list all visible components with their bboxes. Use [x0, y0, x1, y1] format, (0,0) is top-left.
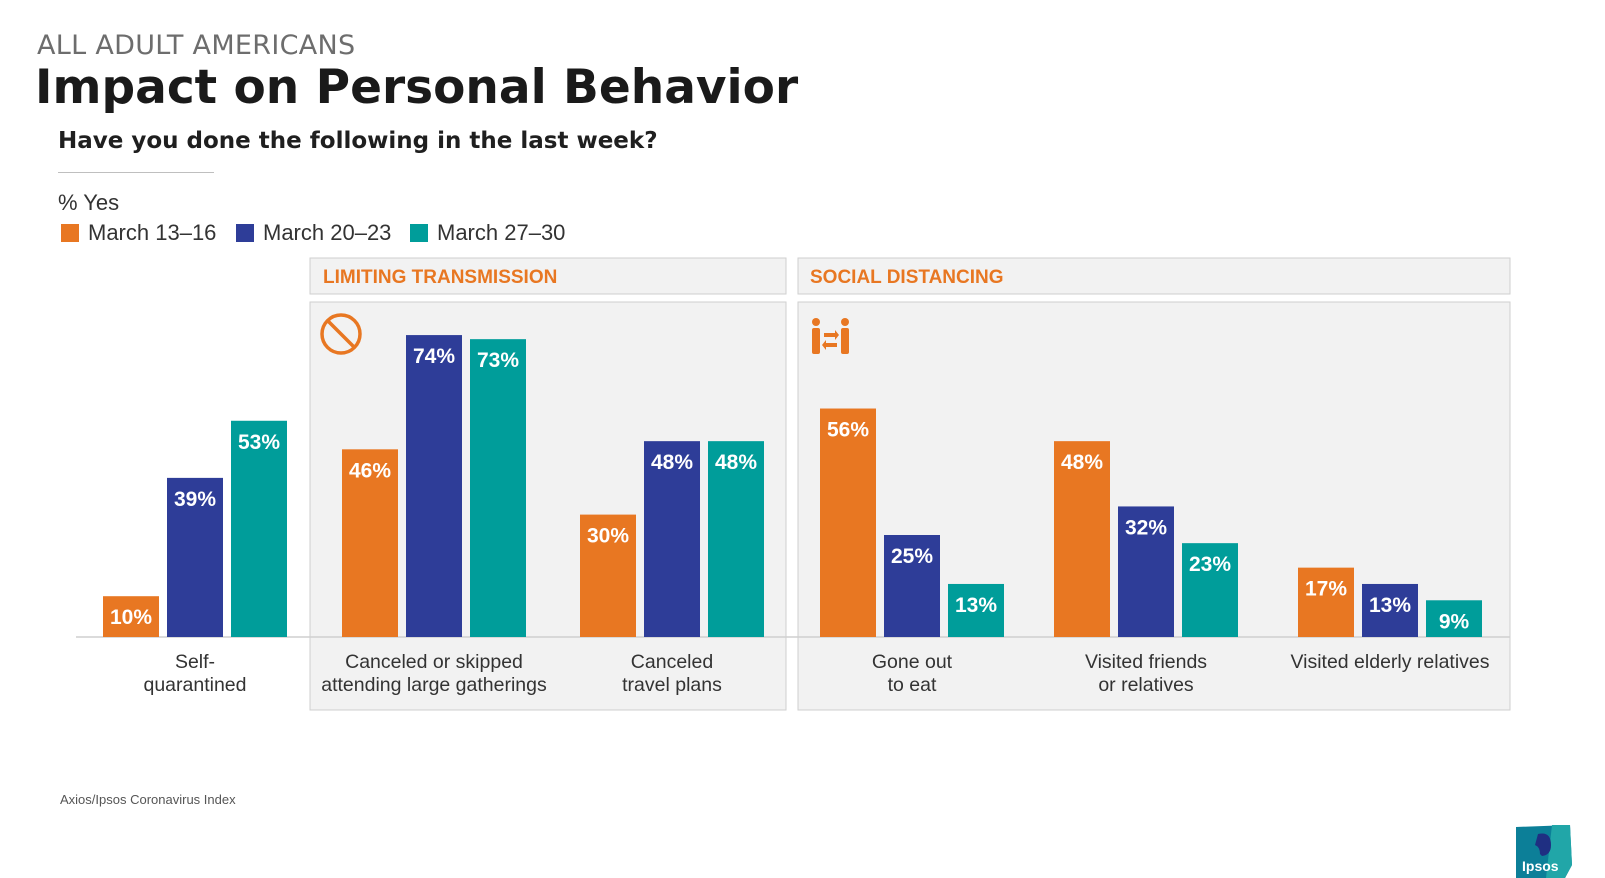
panel-body-social: [797, 301, 1511, 711]
data-label-4-series-3: 13%: [955, 594, 997, 617]
ipsos-logo-text: Ipsos: [1522, 858, 1559, 874]
legend-swatch: [410, 224, 428, 242]
data-label-3-series-3: 48%: [715, 451, 757, 474]
legend-item-march-27-30: March 27–30: [410, 220, 565, 246]
data-label-5-series-3: 23%: [1189, 553, 1231, 576]
y-axis-label: % Yes: [58, 190, 120, 215]
data-label-1-series-2: 39%: [174, 488, 216, 511]
data-label-5-series-1: 48%: [1061, 451, 1103, 474]
bar-3-series-3: [708, 441, 764, 637]
bar-4-series-1: [820, 408, 876, 637]
data-label-2-series-3: 73%: [477, 349, 519, 372]
legend-label: March 27–30: [437, 220, 566, 245]
legend-item-march-20-23: March 20–23: [236, 220, 391, 246]
bar-labels: 10% 39% 53% 46% 74% 73% 30% 48% 48% 56% 25% 13% 48% 3…: [110, 345, 1470, 633]
panel-title-social: SOCIAL DISTANCING: [810, 267, 1004, 288]
category-label-1: quarantined: [143, 674, 246, 696]
bar-6-series-3: [1426, 600, 1482, 637]
legend-item-march-13-16: March 13–16: [61, 220, 216, 246]
bar-3-series-2: [644, 441, 700, 637]
data-label-6-series-1: 17%: [1305, 578, 1347, 601]
category-labels: Self-quarantined Canceled or skippedatten…: [143, 651, 1489, 696]
question: Have you done the following in the last …: [58, 128, 658, 154]
data-label-1-series-3: 53%: [238, 431, 280, 454]
bar-1-series-2: [167, 477, 223, 637]
bar-6-series-1: [1298, 567, 1354, 637]
category-label-6: Visited elderly relatives: [1290, 651, 1489, 673]
bar-5-series-1: [1054, 441, 1110, 637]
category-label-3: Canceled: [631, 651, 713, 673]
category-label-5: or relatives: [1098, 674, 1194, 696]
data-label-3-series-1: 30%: [587, 525, 629, 548]
data-label-2-series-1: 46%: [349, 459, 391, 482]
category-label-4: to eat: [888, 674, 937, 696]
legend-swatch: [61, 224, 79, 242]
category-label-2: attending large gatherings: [321, 674, 547, 696]
bar-2-series-2: [406, 335, 462, 637]
data-label-6-series-3: 9%: [1439, 610, 1470, 633]
page-title: Impact on Personal Behavior: [35, 60, 799, 115]
eyebrow: ALL ADULT AMERICANS: [37, 30, 356, 61]
bar-4-series-3: [948, 583, 1004, 637]
data-label-6-series-2: 13%: [1369, 594, 1411, 617]
data-label-4-series-2: 25%: [891, 545, 933, 568]
ipsos-logo-icon: Ipsos: [1516, 825, 1572, 878]
bar-4-series-2: [884, 535, 940, 637]
source-note: Axios/Ipsos Coronavirus Index: [60, 792, 236, 807]
data-label-5-series-2: 32%: [1125, 516, 1167, 539]
category-label-2: Canceled or skipped: [345, 651, 523, 673]
legend-swatch: [236, 224, 254, 242]
category-label-3: travel plans: [622, 674, 722, 696]
bar-2-series-1: [342, 449, 398, 637]
social-distancing-icon: [812, 318, 849, 354]
data-label-3-series-2: 48%: [651, 451, 693, 474]
category-label-5: Visited friends: [1085, 651, 1207, 673]
bar-2-series-3: [470, 339, 526, 637]
legend-label: March 13–16: [88, 220, 217, 245]
category-label-4: Gone out: [872, 651, 953, 673]
panel-header-limiting: [309, 257, 787, 295]
data-label-1-series-1: 10%: [110, 606, 152, 629]
bar-1-series-1: [103, 596, 159, 637]
bars: [103, 335, 1482, 637]
bar-3-series-1: [580, 514, 636, 637]
legend-label: March 20–23: [263, 220, 392, 245]
category-label-1: Self-: [175, 651, 215, 673]
bar-5-series-2: [1118, 506, 1174, 637]
bar-1-series-3: [231, 420, 287, 637]
bar-5-series-3: [1182, 543, 1238, 637]
question-divider: [58, 172, 214, 173]
bar-6-series-2: [1362, 583, 1418, 637]
data-label-2-series-2: 74%: [413, 345, 455, 368]
panel-header-social: [797, 257, 1511, 295]
no-entry-icon: [320, 313, 362, 355]
panel-title-limiting: LIMITING TRANSMISSION: [323, 267, 557, 288]
data-label-4-series-1: 56%: [827, 419, 869, 442]
